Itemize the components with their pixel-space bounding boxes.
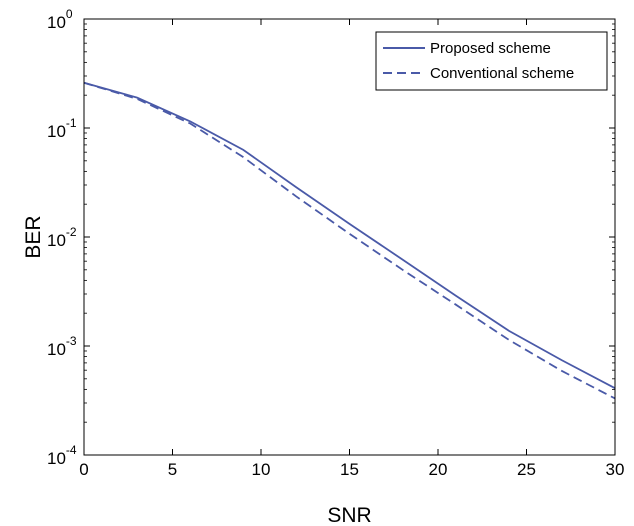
y-tick-label: 100 [47,7,73,32]
series-line-conventional [83,81,616,400]
x-tick-label: 0 [79,460,88,479]
y-tick-label: 10-2 [47,225,77,250]
y-tick-label: 10-3 [47,334,77,359]
series-line-proposed [83,81,616,390]
x-tick-label: 20 [429,460,448,479]
x-tick-label: 5 [168,460,177,479]
x-tick-label: 25 [517,460,536,479]
legend: Proposed scheme Conventional scheme [375,31,608,91]
y-axis-label: BER [22,215,45,258]
legend-box [375,31,608,91]
legend-label-conventional: Conventional scheme [430,65,574,82]
x-tick-label: 15 [340,460,359,479]
x-axis-label: SNR [327,504,371,526]
x-tick-label: 10 [252,460,271,479]
plot-frame [83,18,616,456]
x-tick-label: 30 [606,460,625,479]
y-tick-label: 10-1 [47,116,77,141]
legend-label-proposed: Proposed scheme [430,40,551,57]
y-tick-label: 10-4 [47,443,77,468]
